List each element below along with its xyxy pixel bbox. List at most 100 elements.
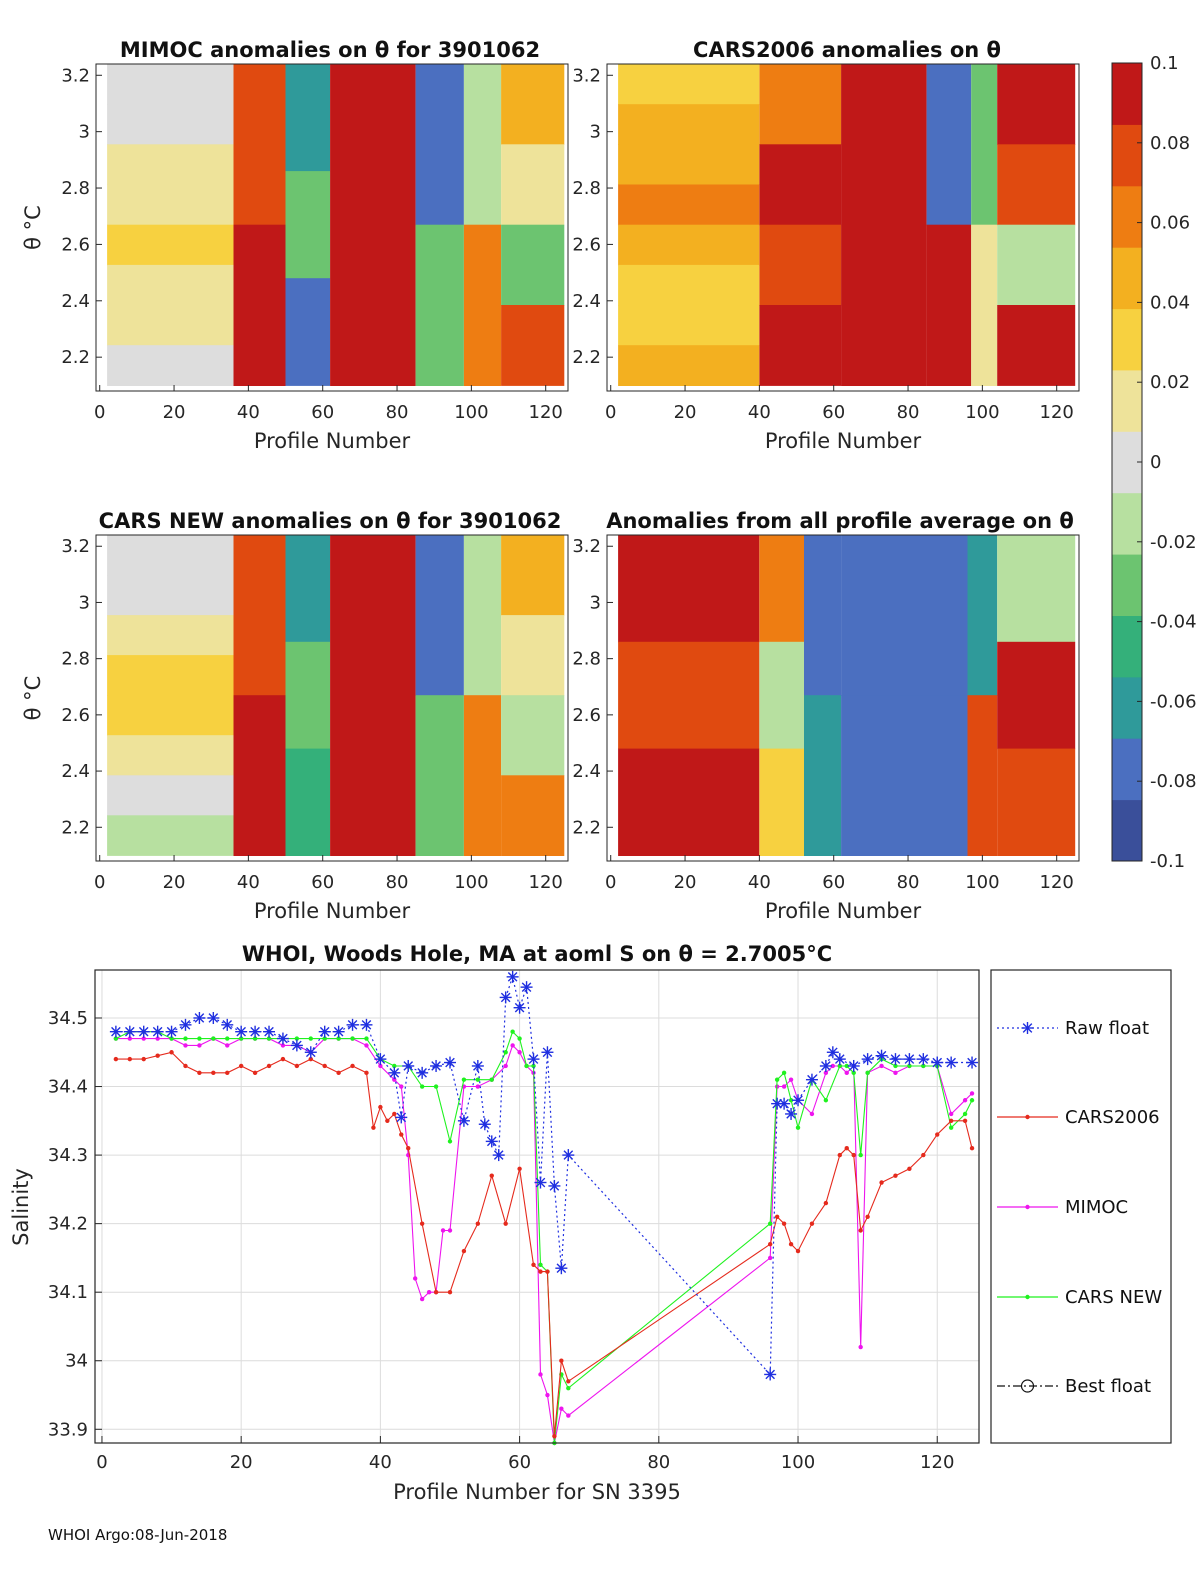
heatmap-cell bbox=[926, 64, 972, 226]
cars-new-point bbox=[211, 1036, 216, 1041]
heatmap-cell bbox=[107, 575, 234, 616]
heatmap-cell bbox=[618, 184, 760, 226]
cars-new-point bbox=[823, 1098, 829, 1103]
cars-new-point bbox=[795, 1125, 801, 1130]
raw-float-point bbox=[416, 1066, 429, 1079]
mimoc-point bbox=[155, 1036, 160, 1041]
mimoc-point bbox=[399, 1084, 404, 1089]
cars-new-point bbox=[266, 1036, 272, 1041]
legend-label: Raw float bbox=[1065, 1018, 1149, 1039]
heatmap-cell bbox=[997, 535, 1076, 643]
x-tick-label: 40 bbox=[237, 402, 260, 423]
raw-float-point bbox=[966, 1056, 979, 1069]
mimoc-point bbox=[503, 1063, 508, 1069]
x-tick-label: 80 bbox=[647, 1452, 670, 1473]
raw-float-point bbox=[785, 1107, 798, 1120]
legend-cars2006-point bbox=[1025, 1114, 1030, 1120]
y-tick-label: 3 bbox=[590, 592, 601, 613]
heatmap-cell bbox=[618, 144, 760, 186]
x-tick-label: 120 bbox=[1040, 402, 1074, 423]
y-tick-label: 3 bbox=[79, 122, 90, 143]
raw-float-point bbox=[764, 1368, 777, 1381]
x-tick-label: 100 bbox=[965, 872, 999, 893]
cars-new-point bbox=[433, 1084, 439, 1089]
heatmap-cell bbox=[233, 64, 286, 226]
cars2006-point bbox=[183, 1063, 188, 1069]
cars2006-point bbox=[169, 1050, 174, 1055]
heatmap-cell bbox=[501, 535, 565, 616]
heatmap-cell bbox=[285, 64, 331, 172]
mimoc-point bbox=[809, 1111, 815, 1117]
legend-label: CARS NEW bbox=[1065, 1287, 1162, 1308]
heatmap-cell bbox=[759, 748, 804, 856]
raw-float-point bbox=[819, 1059, 832, 1072]
heatmap-y-axis-label: θ °C bbox=[21, 676, 45, 721]
cars-new-point bbox=[517, 1036, 522, 1041]
salinity-x-axis-label: Profile Number for SN 3395 bbox=[393, 1480, 681, 1504]
heatmap-cell bbox=[107, 104, 234, 145]
heatmap-cell bbox=[501, 64, 565, 145]
heatmap-cell bbox=[107, 224, 234, 266]
legend-mimoc-point bbox=[1025, 1204, 1030, 1210]
colorbar-band bbox=[1112, 554, 1142, 616]
raw-float-point bbox=[395, 1111, 408, 1124]
heatmap-cell bbox=[501, 775, 565, 856]
x-tick-label: 40 bbox=[237, 872, 260, 893]
cars-new-point bbox=[566, 1385, 571, 1391]
cars2006-point bbox=[364, 1070, 369, 1076]
cars2006-point bbox=[406, 1146, 411, 1151]
y-tick-label: 2.2 bbox=[61, 347, 90, 368]
heatmap-cell bbox=[107, 305, 234, 346]
colorbar-tick-label: -0.08 bbox=[1150, 771, 1197, 792]
raw-float-point bbox=[235, 1025, 248, 1038]
heatmap-title: MIMOC anomalies on θ for 3901062 bbox=[120, 38, 540, 62]
cars2006-point bbox=[211, 1070, 216, 1076]
heatmap-cell bbox=[997, 64, 1076, 145]
raw-float-point bbox=[193, 1011, 206, 1024]
x-tick-label: 40 bbox=[748, 402, 771, 423]
heatmap-cell bbox=[107, 184, 234, 226]
cars2006-point bbox=[294, 1063, 300, 1069]
heatmap-x-axis-label: Profile Number bbox=[765, 899, 922, 923]
heatmap-title: Anomalies from all profile average on θ bbox=[606, 509, 1074, 533]
raw-float-point bbox=[290, 1039, 303, 1052]
cars2006-point bbox=[517, 1166, 522, 1171]
heatmap-panel-carsnew: 0 20 40 60 80 100 120 3.2 3 2.8 2.6 2.4 2.2 CARS NEW … bbox=[21, 509, 569, 923]
heatmap-cell bbox=[233, 224, 286, 386]
cars2006-point bbox=[392, 1111, 397, 1117]
raw-float-point bbox=[792, 1094, 805, 1107]
heatmap-cell bbox=[618, 104, 760, 145]
y-tick-label: 2.4 bbox=[572, 761, 601, 782]
raw-float-point bbox=[492, 1149, 505, 1162]
mimoc-point bbox=[426, 1289, 432, 1295]
heatmap-cell bbox=[107, 615, 234, 656]
cars-new-point bbox=[294, 1036, 300, 1041]
heatmap-cell bbox=[463, 535, 502, 696]
cars-new-point bbox=[865, 1070, 870, 1076]
cars-new-point bbox=[538, 1262, 543, 1267]
y-tick-label: 2.2 bbox=[61, 817, 90, 838]
mimoc-point bbox=[419, 1296, 425, 1302]
mimoc-point bbox=[141, 1036, 146, 1041]
mimoc-point bbox=[879, 1063, 884, 1069]
cars-new-point bbox=[419, 1084, 425, 1089]
raw-float-point bbox=[945, 1056, 958, 1069]
x-tick-label: 80 bbox=[897, 872, 920, 893]
heatmap-cell bbox=[759, 535, 804, 643]
mimoc-point bbox=[447, 1228, 453, 1233]
cars-new-point bbox=[524, 1063, 529, 1069]
raw-float-point bbox=[889, 1053, 902, 1066]
cars2006-point bbox=[399, 1132, 404, 1137]
cars2006-point bbox=[879, 1180, 884, 1185]
heatmap-cell bbox=[759, 64, 842, 145]
x-tick-label: 20 bbox=[230, 1452, 253, 1473]
mimoc-point bbox=[517, 1050, 522, 1055]
legend-item-best-float: Best float bbox=[997, 1376, 1151, 1397]
cars2006-point bbox=[461, 1248, 467, 1254]
x-tick-label: 80 bbox=[386, 872, 409, 893]
cars2006-point bbox=[774, 1214, 780, 1219]
cars-new-point bbox=[837, 1063, 842, 1069]
x-tick-label: 60 bbox=[822, 402, 845, 423]
heatmap-frame bbox=[95, 63, 569, 392]
heatmap-cell bbox=[997, 305, 1076, 386]
